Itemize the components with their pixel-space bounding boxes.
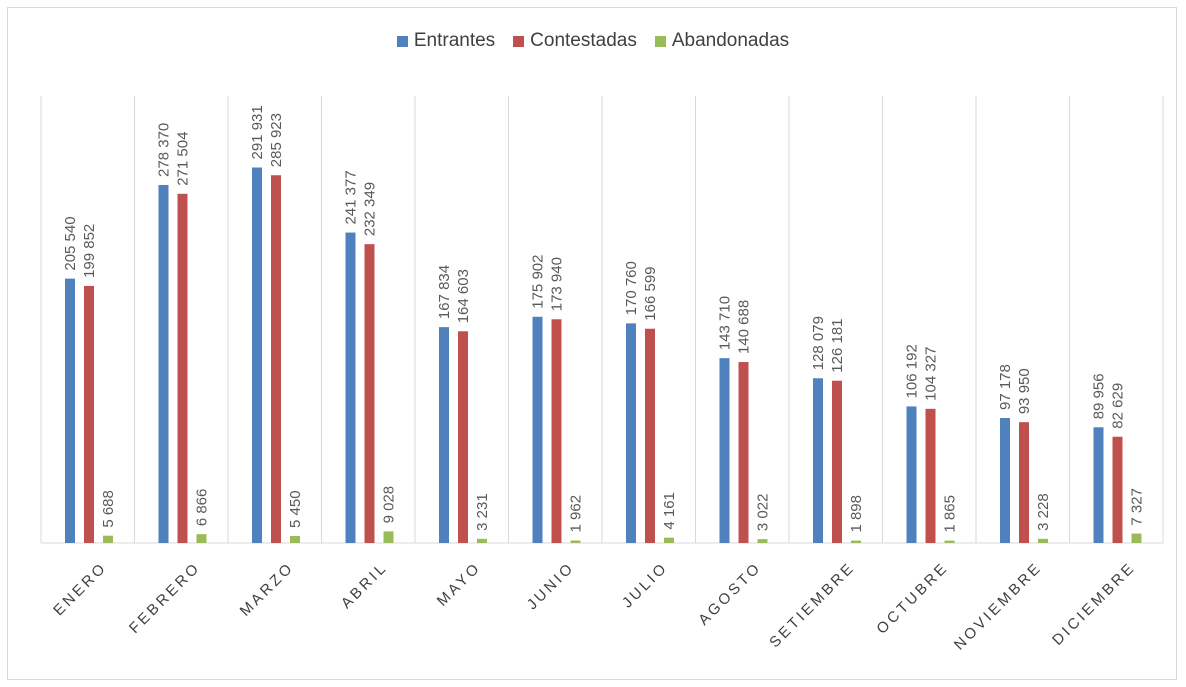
- bar-entrantes-febrero: [158, 184, 169, 543]
- legend-swatch-abandonadas: [654, 35, 666, 47]
- bar-entrantes-julio: [626, 323, 636, 543]
- bar-entrantes-marzo: [252, 167, 262, 543]
- data-label-abandonadas-febrero: 6 866: [194, 489, 211, 527]
- x-tick-label-marzo: MARZO: [237, 559, 298, 620]
- x-tick-label-julio: JULIO: [619, 559, 672, 612]
- data-label-entrantes-enero: 205 540: [62, 216, 79, 270]
- x-tick-label-noviembre: NOVIEMBRE: [951, 559, 1046, 654]
- data-label-contestadas-junio: 173 940: [549, 257, 566, 311]
- legend-item-contestadas: Contestadas: [513, 30, 637, 52]
- x-tick-label-setiembre: SETIEMBRE: [766, 559, 858, 651]
- data-label-entrantes-diciembre: 89 956: [1091, 373, 1108, 419]
- x-tick-label-enero: ENERO: [50, 559, 110, 619]
- data-label-entrantes-abril: 241 377: [343, 170, 360, 224]
- data-label-contestadas-febrero: 271 504: [175, 132, 192, 186]
- data-label-abandonadas-diciembre: 7 327: [1129, 488, 1146, 526]
- bar-entrantes-abril: [345, 232, 356, 543]
- data-label-contestadas-julio: 166 599: [642, 266, 659, 320]
- data-label-contestadas-enero: 199 852: [81, 224, 98, 278]
- data-label-abandonadas-julio: 4 161: [661, 492, 678, 530]
- bar-contestadas-enero: [84, 285, 94, 543]
- bar-entrantes-agosto: [719, 358, 730, 543]
- data-label-abandonadas-noviembre: 3 228: [1035, 493, 1052, 531]
- bar-contestadas-noviembre: [1019, 422, 1029, 543]
- legend-label-contestadas: Contestadas: [530, 30, 637, 51]
- bar-contestadas-junio: [551, 319, 562, 543]
- bar-abandonadas-setiembre: [851, 540, 861, 543]
- data-label-entrantes-agosto: 143 710: [717, 296, 734, 350]
- bar-contestadas-diciembre: [1112, 436, 1123, 543]
- legend-label-entrantes: Entrantes: [413, 30, 496, 51]
- data-label-entrantes-setiembre: 128 079: [810, 316, 827, 370]
- data-label-contestadas-diciembre: 82 629: [1110, 383, 1127, 429]
- legend-item-entrantes: Entrantes: [396, 30, 496, 52]
- data-label-contestadas-abril: 232 349: [362, 182, 379, 236]
- data-label-entrantes-febrero: 278 370: [156, 123, 173, 177]
- x-tick-label-agosto: AGOSTO: [695, 559, 765, 629]
- data-label-contestadas-noviembre: 93 950: [1016, 368, 1033, 414]
- bar-abandonadas-agosto: [757, 539, 768, 543]
- bar-abandonadas-octubre: [944, 540, 955, 543]
- chart-frame: [7, 7, 1177, 680]
- bar-entrantes-noviembre: [1000, 418, 1010, 543]
- legend-swatch-contestadas: [513, 35, 525, 47]
- x-tick-label-febrero: FEBRERO: [126, 559, 204, 637]
- bar-contestadas-abril: [364, 244, 375, 543]
- bar-entrantes-enero: [65, 278, 75, 543]
- bar-contestadas-octubre: [925, 408, 936, 543]
- data-label-abandonadas-mayo: 3 231: [474, 493, 491, 531]
- data-label-entrantes-octubre: 106 192: [904, 344, 921, 398]
- bar-entrantes-mayo: [439, 327, 449, 543]
- x-tick-label-diciembre: DICIEMBRE: [1049, 559, 1139, 649]
- bar-abandonadas-marzo: [290, 535, 300, 543]
- bar-contestadas-julio: [645, 328, 655, 543]
- bar-contestadas-marzo: [271, 175, 281, 543]
- bar-abandonadas-noviembre: [1038, 538, 1048, 543]
- legend-swatch-entrantes: [396, 35, 408, 47]
- data-label-abandonadas-setiembre: 1 898: [848, 495, 865, 533]
- legend-label-abandonadas: Abandonadas: [671, 30, 790, 51]
- x-tick-label-junio: JUNIO: [524, 559, 578, 613]
- x-tick-label-octubre: OCTUBRE: [873, 559, 952, 638]
- data-label-entrantes-mayo: 167 834: [436, 265, 453, 319]
- data-label-entrantes-julio: 170 760: [623, 261, 640, 315]
- bar-entrantes-junio: [532, 316, 543, 543]
- data-label-abandonadas-junio: 1 962: [568, 495, 585, 533]
- bar-entrantes-diciembre: [1093, 427, 1104, 543]
- bar-abandonadas-enero: [103, 535, 113, 543]
- bar-contestadas-setiembre: [832, 380, 842, 543]
- bar-contestadas-febrero: [177, 193, 188, 544]
- data-label-abandonadas-marzo: 5 450: [287, 490, 304, 528]
- bar-abandonadas-junio: [570, 540, 581, 543]
- data-label-contestadas-setiembre: 126 181: [829, 318, 846, 372]
- data-label-abandonadas-abril: 9 028: [381, 486, 398, 524]
- bar-abandonadas-abril: [383, 531, 394, 543]
- data-label-abandonadas-agosto: 3 022: [755, 494, 772, 532]
- bar-abandonadas-mayo: [477, 538, 487, 543]
- data-label-contestadas-marzo: 285 923: [268, 113, 285, 167]
- bar-entrantes-setiembre: [813, 378, 823, 543]
- data-label-contestadas-octubre: 104 327: [923, 347, 940, 401]
- data-label-abandonadas-enero: 5 688: [100, 490, 117, 528]
- data-label-contestadas-agosto: 140 688: [736, 300, 753, 354]
- bar-entrantes-octubre: [906, 406, 917, 543]
- data-label-entrantes-marzo: 291 931: [249, 105, 266, 159]
- bar-abandonadas-febrero: [196, 534, 207, 543]
- bar-contestadas-agosto: [738, 362, 749, 543]
- legend-item-abandonadas: Abandonadas: [654, 30, 790, 52]
- x-tick-label-abril: ABRIL: [338, 559, 391, 612]
- data-label-entrantes-noviembre: 97 178: [997, 364, 1014, 410]
- data-label-contestadas-mayo: 164 603: [455, 269, 472, 323]
- bar-abandonadas-julio: [664, 537, 674, 543]
- x-tick-label-mayo: MAYO: [434, 559, 485, 610]
- data-label-entrantes-junio: 175 902: [530, 255, 547, 309]
- data-label-abandonadas-octubre: 1 865: [942, 495, 959, 533]
- chart-legend: Entrantes Contestadas Abandonadas: [0, 30, 1186, 52]
- bar-abandonadas-diciembre: [1131, 533, 1142, 543]
- bar-contestadas-mayo: [458, 331, 468, 543]
